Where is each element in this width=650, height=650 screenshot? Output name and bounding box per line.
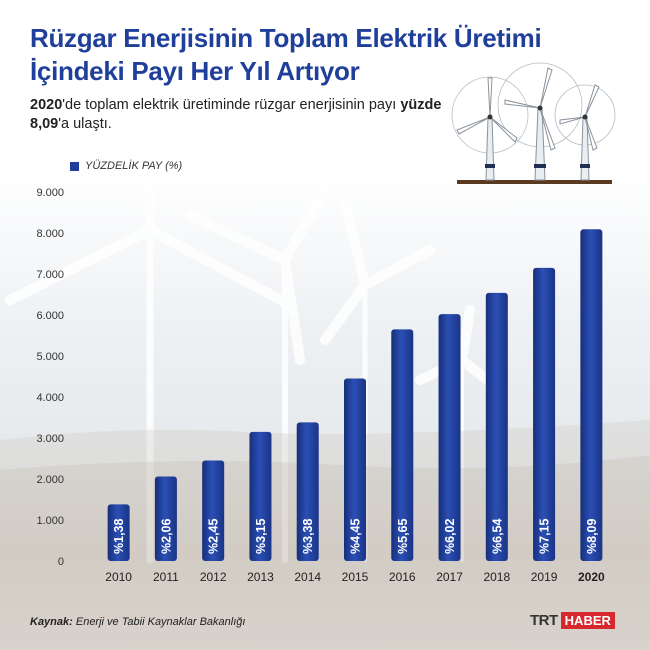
- bar-2014: [296, 422, 319, 561]
- data-label-2016: %5,65: [396, 519, 410, 554]
- x-tick-label-2019: 2019: [531, 570, 558, 584]
- y-tick-label: 9.000: [36, 187, 64, 199]
- y-tick-label: 6.000: [36, 310, 64, 322]
- y-tick-label: 0: [58, 556, 64, 568]
- y-tick-label: 4.000: [36, 392, 64, 404]
- subtitle-year: 2020: [30, 97, 63, 113]
- bar-2012: [202, 460, 225, 561]
- data-label-2014: %3,38: [301, 519, 315, 554]
- page-subtitle: 2020'de toplam elektrik üretiminde rüzga…: [30, 96, 460, 134]
- subtitle-highlight: yüzde 8,09: [30, 97, 442, 132]
- chart-legend: YÜZDELİK PAY (%): [70, 160, 182, 172]
- y-tick-label: 2.000: [36, 474, 64, 486]
- y-tick-label: 1.000: [36, 515, 64, 527]
- legend-swatch: [70, 161, 79, 171]
- bar-2020: [580, 229, 603, 561]
- x-tick-label-2013: 2013: [247, 570, 274, 584]
- subtitle-text-2: 'a ulaştı.: [58, 116, 112, 132]
- logo-trt: TRT: [530, 612, 558, 629]
- source-label: Kaynak:: [30, 616, 73, 628]
- logo-haber: HABER: [560, 612, 615, 629]
- x-tick-label-2014: 2014: [294, 570, 321, 584]
- data-label-2019: %7,15: [538, 519, 552, 554]
- x-tick-label-2018: 2018: [483, 570, 510, 584]
- y-tick-label: 3.000: [36, 433, 64, 445]
- x-tick-label-2020: 2020: [578, 570, 605, 584]
- x-tick-label-2015: 2015: [342, 570, 369, 584]
- x-tick-label-2010: 2010: [105, 570, 132, 584]
- data-label-2012: %2,45: [207, 519, 221, 554]
- x-tick-label-2016: 2016: [389, 570, 416, 584]
- y-tick-label: 8.000: [36, 228, 64, 240]
- data-label-2018: %6,54: [490, 519, 504, 554]
- legend-label: YÜZDELİK PAY (%): [85, 160, 183, 172]
- data-label-2017: %6,02: [443, 519, 457, 554]
- data-label-2013: %3,15: [254, 519, 268, 554]
- bar-2018: [485, 292, 508, 561]
- data-label-2010: %1,38: [112, 519, 126, 554]
- page-title: Rüzgar Enerjisinin Toplam Elektrik Üreti…: [30, 23, 542, 86]
- subtitle-text-1: 'de toplam elektrik üretiminde rüzgar en…: [62, 97, 401, 113]
- bar-2019: [533, 267, 556, 561]
- bar-2010: [107, 504, 130, 561]
- y-tick-label: 5.000: [36, 351, 64, 363]
- x-tick-label-2011: 2011: [153, 570, 179, 584]
- y-tick-label: 7.000: [36, 269, 64, 281]
- data-label-2015: %4,45: [349, 519, 363, 554]
- bar-2016: [391, 329, 414, 561]
- wind-turbines-icon: [451, 62, 616, 184]
- bar-2011: [154, 476, 177, 561]
- x-tick-label-2017: 2017: [436, 570, 463, 584]
- bar-2017: [438, 314, 461, 561]
- x-tick-label-2012: 2012: [200, 570, 227, 584]
- source-value: Enerji ve Tabii Kaynaklar Bakanlığı: [75, 616, 246, 628]
- bar-2015: [344, 378, 366, 561]
- data-label-2020: %8,09: [585, 519, 599, 554]
- source-note: Kaynak: Enerji ve Tabii Kaynaklar Bakanl…: [30, 616, 245, 628]
- data-label-2011: %2,06: [159, 519, 173, 554]
- trt-haber-logo: TRT HABER: [530, 612, 615, 629]
- bar-2013: [249, 431, 272, 561]
